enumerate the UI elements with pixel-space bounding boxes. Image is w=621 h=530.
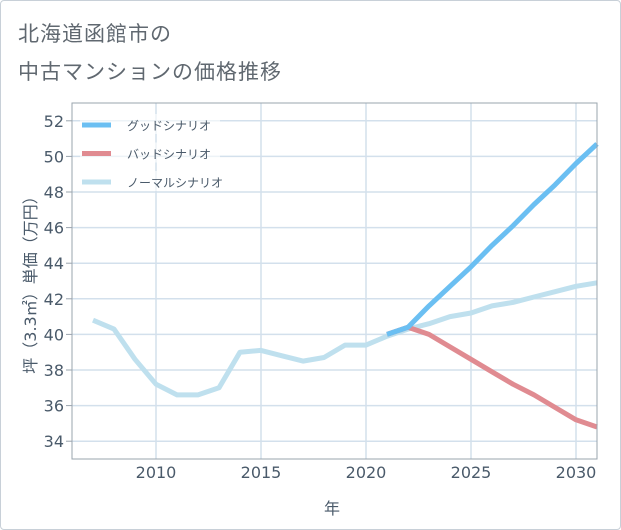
y-tick-label: 52 bbox=[44, 112, 64, 131]
x-tick-label: 2020 bbox=[346, 463, 387, 482]
legend-label: グッドシナリオ bbox=[127, 119, 211, 133]
x-tick-label: 2015 bbox=[241, 463, 282, 482]
y-tick-label: 38 bbox=[44, 361, 64, 380]
plot-border bbox=[71, 102, 598, 460]
chart-title-line-2: 中古マンションの価格推移 bbox=[18, 60, 282, 84]
y-tick-label: 40 bbox=[44, 325, 64, 344]
y-tick-label: 34 bbox=[44, 432, 64, 451]
y-tick-label: 44 bbox=[44, 254, 64, 273]
y-tick-label: 48 bbox=[44, 183, 64, 202]
y-tick-label: 42 bbox=[44, 290, 64, 309]
y-tick-label: 36 bbox=[44, 397, 64, 416]
series-line-0 bbox=[386, 142, 599, 337]
x-tick-label: 2010 bbox=[136, 463, 177, 482]
y-tick-label: 50 bbox=[44, 147, 64, 166]
series-line-1 bbox=[386, 324, 598, 430]
series-line-2 bbox=[92, 280, 598, 398]
legend-bg bbox=[80, 171, 220, 191]
x-tick-label: 2025 bbox=[451, 463, 492, 482]
y-axis-label: 坪（3.3㎡）単価（万円） bbox=[21, 188, 40, 373]
legend-bg bbox=[80, 114, 220, 134]
legend-label: バッドシナリオ bbox=[127, 148, 211, 162]
legend-bg bbox=[80, 142, 220, 163]
chart-title-line-1: 北海道函館市の bbox=[18, 22, 172, 46]
y-tick-label: 46 bbox=[44, 219, 64, 238]
x-tick-label: 2030 bbox=[556, 463, 597, 482]
legend-label: ノーマルシナリオ bbox=[127, 176, 223, 190]
x-axis-label: 年 bbox=[324, 499, 340, 518]
